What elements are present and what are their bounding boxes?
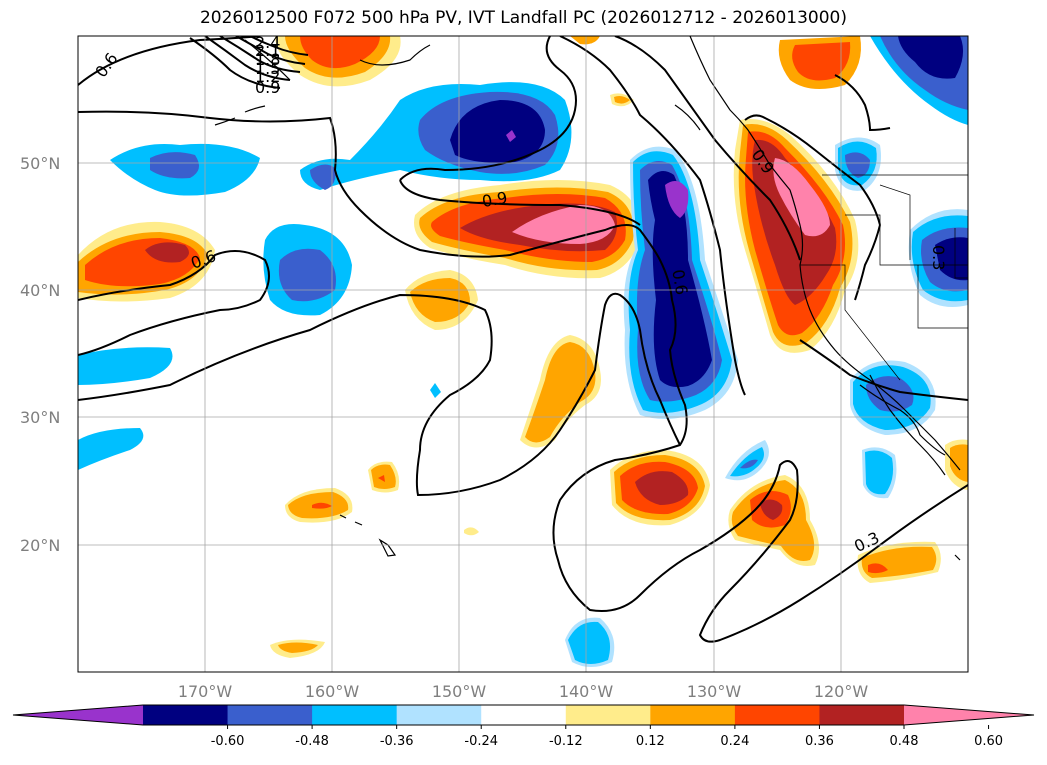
colorbar-outline: [12, 704, 1035, 726]
lon-label: 160°W: [305, 682, 360, 701]
lat-label: 30°N: [20, 408, 60, 427]
map-title: 2026012500 F072 500 hPa PV, IVT Landfall…: [199, 8, 847, 28]
state-borders: [800, 174, 968, 381]
colorbar-tick-label: -0.60: [211, 734, 245, 749]
lon-label: 120°W: [814, 682, 869, 701]
contour-label: 2.4: [255, 33, 280, 52]
pv-contours: [78, 36, 968, 643]
contour-label: 0.3: [929, 245, 948, 270]
colorbar-segment: [227, 705, 313, 725]
colorbar-segment: [396, 705, 482, 725]
colorbar-segment: [565, 705, 651, 725]
map-frame: [77, 35, 969, 673]
contour-label: 0.9: [255, 78, 280, 97]
colorbar-segment: [481, 705, 567, 725]
colorbar-segment: [312, 705, 398, 725]
colorbar-tick-label: -0.12: [549, 734, 583, 749]
coastlines: [214, 36, 961, 561]
latitude-labels: 50°N 40°N 30°N 20°N: [20, 154, 60, 555]
colorbar-segment: [819, 705, 905, 725]
colorbar-tick-label: -0.24: [464, 734, 498, 749]
lat-label: 20°N: [20, 536, 60, 555]
lat-label: 40°N: [20, 281, 60, 300]
contour-label: 0.9: [480, 188, 508, 211]
colorbar-tick-label: -0.48: [295, 734, 329, 749]
colorbar-extend-high: [904, 705, 1034, 725]
colorbar-extend-low: [13, 705, 143, 725]
colorbar: -0.60 -0.48 -0.36 -0.24 -0.12 0.12 0.24 0.36 0.4…: [12, 704, 1035, 749]
contour-label: 1.8: [255, 50, 280, 69]
colorbar-tick-label: 0.24: [720, 734, 749, 749]
colorbar-tick-label: 0.12: [636, 734, 665, 749]
lat-label: 50°N: [20, 154, 60, 173]
colorbar-segment: [734, 705, 820, 725]
lon-label: 130°W: [687, 682, 742, 701]
lon-label: 140°W: [559, 682, 614, 701]
gridlines: [78, 36, 968, 672]
lon-label: 150°W: [432, 682, 487, 701]
colorbar-tick-label: 0.60: [974, 734, 1003, 749]
contour-label: 0.6: [668, 268, 691, 296]
colorbar-tick-label: -0.36: [380, 734, 414, 749]
colorbar-segment: [143, 705, 229, 725]
contour-label: 2.1: [255, 41, 280, 60]
contour-label: 1.5: [255, 59, 280, 78]
colorbar-tick-label: 0.48: [890, 734, 919, 749]
contour-label: 1.2: [255, 67, 280, 86]
colorbar-segment: [650, 705, 736, 725]
lon-label: 170°W: [178, 682, 233, 701]
colorbar-tick-label: 0.36: [805, 734, 834, 749]
longitude-labels: 170°W 160°W 150°W 140°W 130°W 120°W: [178, 682, 869, 701]
map-body: [78, 36, 968, 672]
